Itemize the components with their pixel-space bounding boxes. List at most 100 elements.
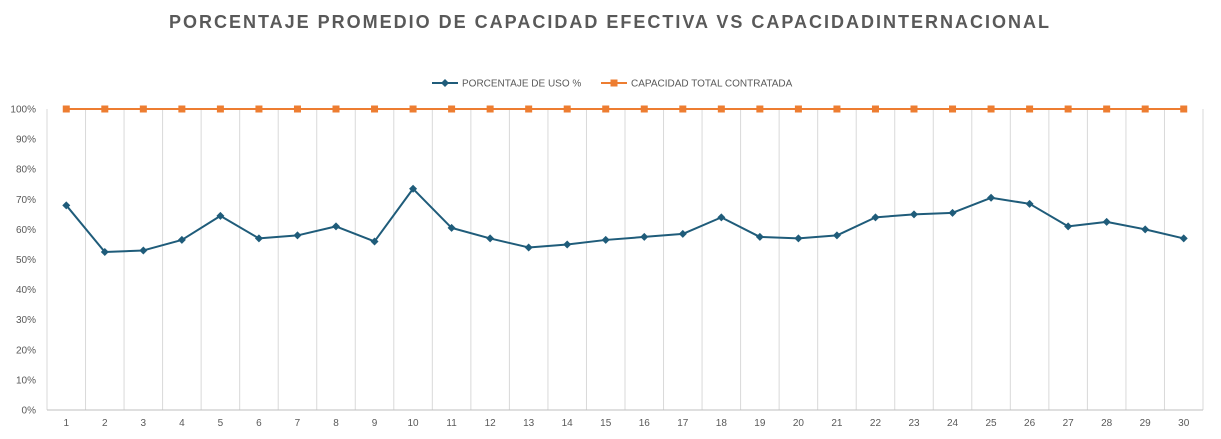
data-point bbox=[640, 105, 648, 113]
data-point bbox=[1180, 105, 1188, 113]
series-line bbox=[65, 187, 1184, 253]
x-tick-label: 4 bbox=[179, 418, 185, 429]
data-point bbox=[371, 105, 379, 113]
series-group bbox=[62, 105, 1188, 256]
x-tick-label: 16 bbox=[639, 418, 651, 429]
data-point bbox=[794, 105, 802, 113]
data-point bbox=[832, 231, 841, 240]
data-point bbox=[409, 184, 418, 193]
x-tick-label: 14 bbox=[562, 418, 574, 429]
data-point bbox=[1141, 105, 1149, 113]
data-point bbox=[1179, 234, 1188, 243]
x-tick-label: 22 bbox=[870, 418, 882, 429]
data-point bbox=[255, 105, 263, 113]
data-point bbox=[1102, 217, 1111, 226]
data-point bbox=[100, 247, 109, 256]
x-tick-label: 3 bbox=[141, 418, 147, 429]
data-point bbox=[756, 105, 764, 113]
legend: PORCENTAJE DE USO % CAPACIDAD TOTAL CONTR… bbox=[432, 79, 793, 90]
data-point bbox=[987, 105, 995, 113]
data-point bbox=[794, 234, 803, 243]
data-point bbox=[1064, 222, 1073, 231]
data-point bbox=[1064, 105, 1072, 113]
y-tick-label: 70% bbox=[16, 195, 36, 206]
data-point bbox=[370, 237, 379, 246]
x-tick-label: 6 bbox=[256, 418, 262, 429]
data-point bbox=[139, 246, 148, 255]
x-tick-label: 11 bbox=[446, 418, 457, 429]
data-point bbox=[62, 201, 71, 210]
data-point bbox=[332, 105, 340, 113]
x-tick-label: 8 bbox=[333, 418, 339, 429]
data-point bbox=[332, 222, 340, 231]
grid bbox=[46, 109, 1204, 411]
y-tick-label: 40% bbox=[16, 285, 36, 296]
data-point bbox=[563, 105, 571, 113]
x-tick-label: 17 bbox=[677, 418, 689, 429]
data-point bbox=[679, 105, 687, 113]
data-point bbox=[871, 213, 880, 222]
legend-label: CAPACIDAD TOTAL CONTRATADA bbox=[631, 79, 793, 90]
data-point bbox=[1026, 105, 1034, 113]
x-tick-label: 9 bbox=[372, 418, 378, 429]
y-tick-label: 80% bbox=[16, 165, 36, 176]
y-tick-label: 50% bbox=[16, 255, 36, 266]
data-point bbox=[948, 208, 957, 217]
data-point bbox=[717, 213, 726, 222]
y-axis: 0% 10% 20% 30% 40% 50% 60% 70% 80% 90% 100% bbox=[10, 105, 36, 417]
data-point bbox=[1025, 199, 1034, 208]
data-point bbox=[139, 105, 147, 113]
x-tick-label: 18 bbox=[716, 418, 728, 429]
x-tick-label: 13 bbox=[523, 418, 535, 429]
data-point bbox=[601, 235, 610, 244]
data-point bbox=[524, 243, 533, 252]
legend-label: PORCENTAJE DE USO % bbox=[462, 79, 581, 90]
x-tick-label: 21 bbox=[831, 418, 843, 429]
data-point bbox=[486, 234, 495, 243]
data-point bbox=[833, 105, 841, 113]
data-point bbox=[216, 211, 225, 220]
data-point bbox=[177, 235, 186, 244]
data-point bbox=[448, 105, 456, 113]
data-point bbox=[101, 105, 109, 113]
data-point bbox=[178, 105, 186, 113]
data-point bbox=[640, 232, 649, 241]
x-tick-label: 5 bbox=[218, 418, 224, 429]
data-point bbox=[1141, 225, 1150, 234]
data-point bbox=[216, 105, 224, 113]
data-point bbox=[755, 232, 764, 241]
chart-title: PORCENTAJE PROMEDIO DE CAPACIDAD EFECTIV… bbox=[169, 12, 1051, 32]
x-tick-label: 19 bbox=[754, 418, 766, 429]
x-tick-label: 7 bbox=[295, 418, 301, 429]
x-tick-label: 28 bbox=[1101, 418, 1113, 429]
data-point bbox=[563, 240, 572, 249]
y-tick-label: 90% bbox=[16, 135, 36, 146]
x-tick-label: 10 bbox=[408, 418, 420, 429]
x-tick-label: 25 bbox=[986, 418, 998, 429]
data-point bbox=[62, 105, 70, 113]
x-tick-label: 2 bbox=[102, 418, 108, 429]
data-point bbox=[910, 210, 918, 219]
series-1 bbox=[62, 184, 1188, 256]
legend-item-1: PORCENTAJE DE USO % bbox=[432, 79, 581, 90]
data-point bbox=[293, 231, 302, 240]
data-point bbox=[987, 193, 996, 202]
data-point bbox=[293, 105, 301, 113]
legend-marker bbox=[441, 79, 449, 87]
x-tick-label: 12 bbox=[485, 418, 497, 429]
y-tick-label: 10% bbox=[16, 375, 36, 386]
x-tick-label: 29 bbox=[1140, 418, 1152, 429]
x-tick-label: 15 bbox=[600, 418, 612, 429]
x-tick-label: 30 bbox=[1178, 418, 1190, 429]
legend-marker bbox=[610, 79, 618, 87]
y-tick-label: 60% bbox=[16, 225, 36, 236]
x-tick-label: 20 bbox=[793, 418, 805, 429]
x-tick-label: 1 bbox=[63, 418, 69, 429]
data-point bbox=[486, 105, 494, 113]
data-point bbox=[602, 105, 610, 113]
legend-item-2: CAPACIDAD TOTAL CONTRATADA bbox=[601, 79, 793, 90]
data-point bbox=[409, 105, 417, 113]
y-tick-label: 20% bbox=[16, 345, 36, 356]
data-point bbox=[871, 105, 879, 113]
